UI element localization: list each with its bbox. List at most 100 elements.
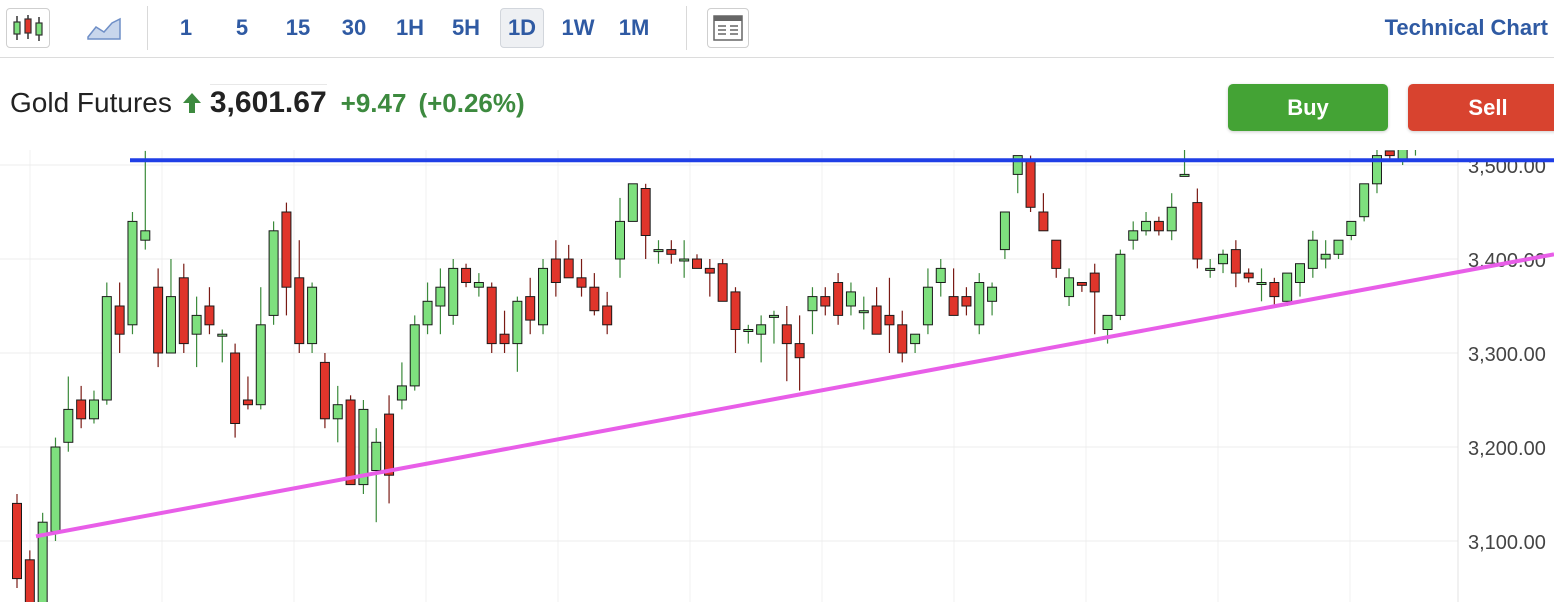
- timeframe-1d[interactable]: 1D: [500, 8, 544, 48]
- candle-up: [1141, 220, 1152, 232]
- candle-down: [691, 258, 702, 269]
- candlestick-type-button[interactable]: [6, 8, 50, 48]
- candle-down: [589, 286, 600, 312]
- candle-up: [538, 267, 549, 326]
- candle-down: [76, 399, 87, 420]
- candle-down: [948, 296, 959, 316]
- timeframe-1[interactable]: 1: [179, 15, 193, 40]
- candle-up: [627, 183, 638, 222]
- timeframe-5h[interactable]: 5H: [451, 15, 481, 40]
- candle-up: [858, 310, 869, 314]
- candle-up: [37, 521, 48, 602]
- candle-up: [910, 333, 921, 345]
- candle-up: [268, 230, 279, 316]
- timeframe-1h[interactable]: 1H: [395, 15, 425, 40]
- candle-down: [550, 258, 561, 283]
- candle-down: [820, 296, 831, 307]
- timeframe-1w[interactable]: 1W: [561, 15, 595, 40]
- table-layout-icon: [713, 15, 743, 41]
- candle-down: [1153, 220, 1164, 232]
- candle-down: [704, 267, 715, 274]
- candle-down: [319, 361, 330, 420]
- candle-up: [512, 300, 523, 345]
- candle-down: [1243, 272, 1254, 279]
- candle-down: [884, 314, 895, 326]
- price-chart[interactable]: 3,100.003,200.003,300.003,400.003,500.00…: [0, 150, 1554, 602]
- candle-up: [1115, 253, 1126, 316]
- candle-down: [666, 249, 677, 255]
- candle-up: [1128, 230, 1139, 241]
- candle-up: [371, 441, 382, 471]
- toolbar-divider: [147, 6, 148, 50]
- support-trendline: [35, 252, 1554, 539]
- timeframe-30[interactable]: 30: [341, 15, 367, 40]
- candle-up: [88, 399, 99, 420]
- candle-up: [217, 333, 228, 337]
- candle-up: [473, 282, 484, 288]
- candle-up: [422, 300, 433, 326]
- candle-up: [435, 286, 446, 307]
- y-tick-label: 3,200.00: [1468, 438, 1546, 460]
- candle-up: [1102, 314, 1113, 330]
- up-arrow-icon: [182, 92, 202, 119]
- area-chart-icon: [87, 17, 121, 40]
- candle-up: [140, 230, 151, 241]
- candle-down: [781, 324, 792, 345]
- candle-down: [281, 211, 292, 288]
- candle-down: [1025, 159, 1036, 208]
- candle-down: [242, 399, 253, 406]
- candle-up: [63, 408, 74, 443]
- candle-up: [1256, 282, 1267, 285]
- candle-down: [486, 286, 497, 345]
- candle-up: [1333, 239, 1344, 255]
- price-change: +9.47: [340, 88, 407, 118]
- candle-up: [756, 324, 767, 335]
- candle-up: [615, 220, 626, 260]
- candle-up: [332, 404, 343, 420]
- candle-down: [961, 296, 972, 307]
- layout-button[interactable]: [707, 8, 749, 48]
- candle-down: [178, 277, 189, 345]
- candle-down: [794, 343, 805, 359]
- candle-up: [127, 220, 138, 326]
- candle-up: [307, 286, 318, 345]
- candle-up: [255, 324, 266, 406]
- area-type-button[interactable]: [82, 8, 126, 48]
- sell-button[interactable]: Sell: [1408, 84, 1554, 131]
- candle-down: [871, 305, 882, 335]
- candle-down: [1076, 282, 1087, 286]
- candle-up: [999, 211, 1010, 251]
- candle-down: [204, 305, 215, 326]
- candle-down: [114, 305, 125, 335]
- chart-toolbar: 1 5 15 30 1H 5H 1D 1W 1M Technical Chart: [0, 0, 1554, 58]
- candle-down: [717, 263, 728, 302]
- y-tick-label: 3,100.00: [1468, 532, 1546, 554]
- last-price: 3,601.67: [209, 84, 327, 119]
- timeframe-1m[interactable]: 1M: [618, 15, 650, 40]
- candle-up: [1359, 183, 1370, 218]
- candle-down: [1269, 282, 1280, 298]
- timeframe-15[interactable]: 15: [285, 15, 311, 40]
- candle-down: [1384, 150, 1395, 157]
- technical-chart-title[interactable]: Technical Chart: [1384, 15, 1548, 40]
- candle-down: [525, 296, 536, 321]
- candle-up: [1166, 206, 1177, 232]
- candle-down: [499, 333, 510, 345]
- candle-up: [165, 296, 176, 354]
- candle-up: [1064, 277, 1075, 298]
- candle-up: [1320, 253, 1331, 260]
- timeframe-5[interactable]: 5: [235, 15, 249, 40]
- buy-button[interactable]: Buy: [1228, 84, 1388, 131]
- candle-down: [833, 282, 844, 316]
- candle-down: [384, 413, 395, 476]
- candle-up: [1218, 253, 1229, 265]
- candle-down: [24, 559, 35, 602]
- candle-down: [1230, 249, 1241, 274]
- candle-up: [1295, 263, 1305, 283]
- candle-up: [1179, 173, 1190, 177]
- candle-up: [1346, 220, 1357, 237]
- candle-up: [191, 314, 202, 335]
- candle-up: [50, 446, 61, 533]
- candle-down: [1089, 272, 1100, 293]
- price-change-percent: (+0.26%): [418, 88, 525, 118]
